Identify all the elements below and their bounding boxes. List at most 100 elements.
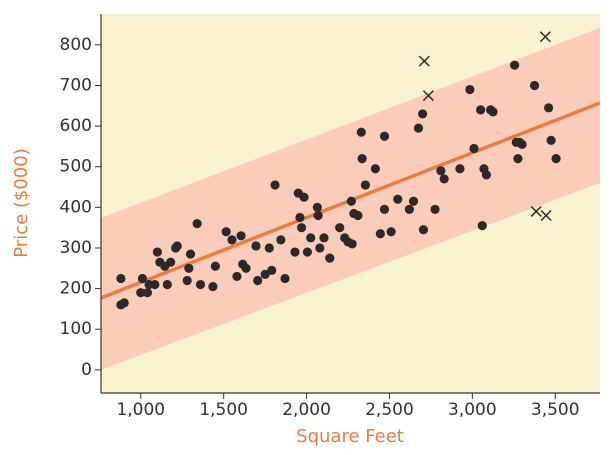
data-point <box>436 166 446 176</box>
data-point <box>276 235 286 245</box>
x-tick-label: 2,500 <box>365 400 414 420</box>
data-point <box>379 204 390 214</box>
data-point <box>182 275 192 286</box>
data-point <box>313 210 323 221</box>
data-point <box>393 194 403 204</box>
data-point <box>116 273 126 284</box>
data-point <box>347 239 357 249</box>
data-point <box>192 219 202 229</box>
data-point <box>315 243 325 253</box>
y-tick-label: 100 <box>60 319 92 339</box>
data-point <box>137 273 148 284</box>
y-tick-label: 200 <box>60 279 92 299</box>
x-tick-label: 1,500 <box>199 400 248 420</box>
outlier-point <box>418 55 430 67</box>
data-point <box>404 204 414 214</box>
outlier-point <box>422 90 434 102</box>
data-point <box>299 192 309 202</box>
data-point <box>142 288 153 298</box>
data-point <box>236 231 246 241</box>
data-point <box>455 164 465 174</box>
data-point <box>280 273 290 284</box>
y-tick-label: 400 <box>60 197 92 217</box>
y-tick-label: 500 <box>60 157 92 177</box>
x-tick-label: 1,000 <box>116 400 165 420</box>
data-point <box>312 202 322 212</box>
data-point <box>150 279 160 290</box>
y-tick-label: 0 <box>81 360 92 380</box>
y-axis-title: Price ($000) <box>11 148 32 258</box>
data-point <box>418 225 429 235</box>
data-point <box>370 164 380 174</box>
data-point <box>346 196 356 206</box>
data-point <box>413 123 424 133</box>
outlier-point <box>540 209 552 222</box>
data-point <box>221 227 231 237</box>
data-point <box>253 275 263 286</box>
data-point <box>119 298 129 308</box>
data-point <box>360 180 371 190</box>
data-point <box>267 265 277 275</box>
y-tick-label: 800 <box>60 35 92 55</box>
data-point <box>264 243 274 253</box>
data-point <box>185 249 196 259</box>
data-point <box>488 107 498 117</box>
data-point <box>251 241 261 251</box>
data-point <box>296 223 307 233</box>
data-point <box>208 281 218 292</box>
data-point <box>227 235 237 245</box>
data-point <box>481 170 492 180</box>
data-point <box>375 229 385 239</box>
data-point <box>439 174 449 184</box>
y-tick-label: 600 <box>60 116 92 136</box>
x-axis-title: Square Feet <box>296 426 404 447</box>
y-tick-label: 300 <box>60 238 92 258</box>
data-point <box>210 261 220 271</box>
data-point <box>546 135 556 145</box>
data-point <box>476 105 486 115</box>
data-point <box>356 127 366 137</box>
x-tick-label: 3,000 <box>448 400 497 420</box>
data-point <box>295 212 305 223</box>
data-point <box>379 131 390 141</box>
data-point <box>152 247 162 257</box>
data-point <box>136 288 146 298</box>
data-point <box>302 247 312 257</box>
data-point <box>290 247 300 257</box>
data-point <box>319 233 329 243</box>
data-point <box>232 271 242 282</box>
plot-area <box>101 27 600 370</box>
data-point <box>386 227 396 237</box>
x-tick-label: 2,000 <box>282 400 331 420</box>
data-point <box>465 84 475 95</box>
data-point <box>353 210 363 221</box>
outlier-point <box>530 205 542 217</box>
data-point <box>162 279 172 290</box>
data-point <box>325 253 335 263</box>
data-point <box>195 279 206 290</box>
data-point <box>477 221 487 231</box>
data-point <box>357 154 367 164</box>
x-tick-label: 3,500 <box>531 400 580 420</box>
data-point <box>335 223 345 233</box>
data-point <box>241 263 251 273</box>
data-point <box>172 241 182 251</box>
data-point <box>551 154 561 164</box>
data-point <box>306 233 316 243</box>
data-point <box>517 139 527 149</box>
data-point <box>510 60 520 70</box>
data-point <box>184 263 194 273</box>
y-tick-label: 700 <box>60 75 92 95</box>
data-point <box>529 80 540 91</box>
data-point <box>408 196 419 206</box>
data-point <box>418 109 428 119</box>
data-point <box>260 269 270 279</box>
data-point <box>513 154 523 164</box>
data-point <box>469 143 479 154</box>
outlier-point <box>539 31 551 43</box>
data-point <box>166 257 176 267</box>
data-point <box>544 103 554 113</box>
data-point <box>430 204 440 214</box>
